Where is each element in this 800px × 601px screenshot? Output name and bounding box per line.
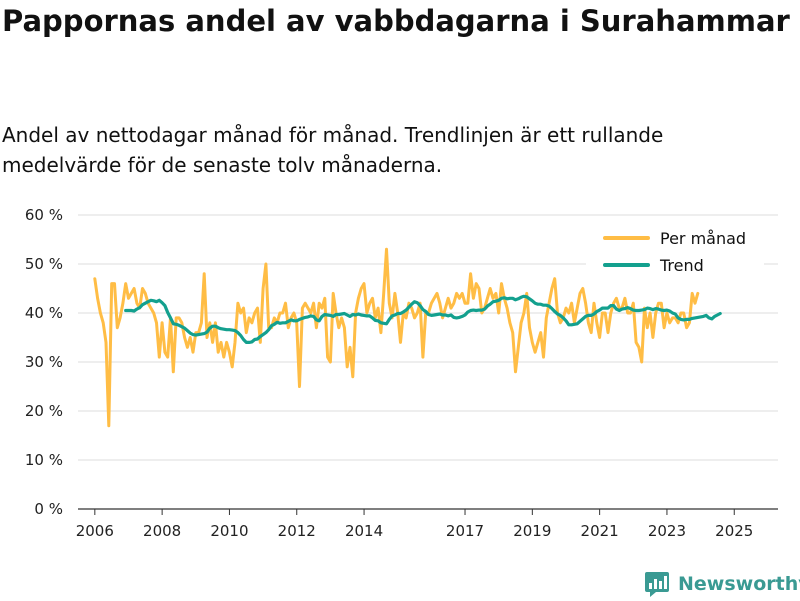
x-tick-label: 2025 [715,522,753,540]
x-tick-label: 2006 [76,522,114,540]
series-layer [93,247,722,428]
x-tick-label: 2012 [278,522,316,540]
x-tick-label: 2023 [648,522,686,540]
x-tick-label: 2017 [446,522,484,540]
x-tick-label: 2021 [581,522,619,540]
chart-subtitle: Andel av nettodagar månad för månad. Tre… [2,123,664,177]
x-axis: 2006 2008 2010 2012 2014 2017 2019 2021 2023 2025 [76,509,753,540]
legend-label-trend: Trend [659,256,704,275]
newsworthy-logo-icon [645,572,669,597]
y-tick-label: 10 % [25,451,63,469]
legend: Per månad Trend [586,226,764,286]
y-tick-label: 0 % [34,500,63,518]
brand: Newsworthy [644,567,800,601]
y-axis: 0 % 10 % 20 % 30 % 40 % 50 % 60 % [25,206,63,518]
legend-label-per-manad: Per månad [660,229,746,248]
y-tick-label: 50 % [25,255,63,273]
y-tick-label: 30 % [25,353,63,371]
x-tick-label: 2019 [513,522,551,540]
y-tick-label: 20 % [25,402,63,420]
y-tick-label: 60 % [25,206,63,224]
page-title: Pappornas andel av vabbdagarna i Suraham… [2,4,790,38]
x-tick-label: 2014 [345,522,383,540]
brand-name: Newsworthy [678,573,800,595]
x-tick-label: 2010 [210,522,248,540]
y-tick-label: 40 % [25,304,63,322]
x-tick-label: 2008 [143,522,181,540]
series-line-trend [124,294,722,344]
